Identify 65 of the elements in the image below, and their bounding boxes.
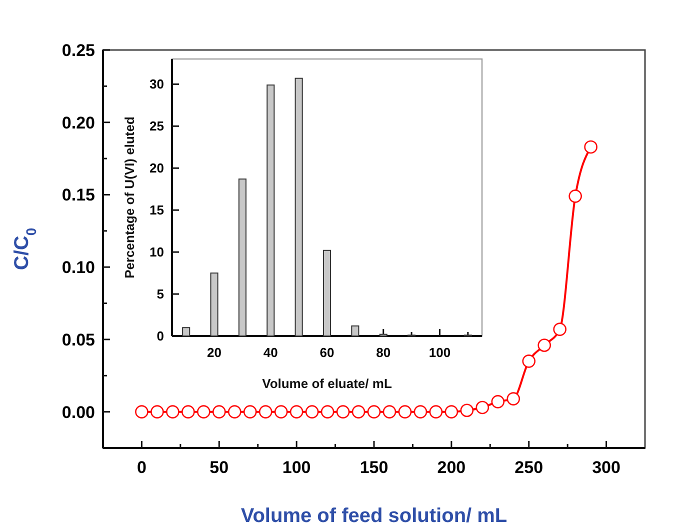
bar (266, 84, 275, 336)
y-tick-label: 0.05 (62, 330, 95, 350)
point (320, 405, 334, 418)
x-tick-label: 150 (360, 458, 388, 477)
bar (210, 272, 218, 336)
point (367, 405, 381, 418)
point (274, 405, 288, 418)
y-tick-label: 25 (150, 118, 164, 134)
x-tick-label: 20 (207, 345, 222, 360)
point (398, 405, 412, 418)
point (258, 405, 272, 418)
x-tick-label: 200 (437, 458, 466, 477)
y-tick-label: 20 (150, 160, 164, 176)
bar (322, 250, 332, 336)
x-tick-label: 100 (428, 345, 451, 360)
point (568, 190, 582, 203)
point (305, 405, 319, 418)
point (135, 405, 148, 418)
x-axis-title: Volume of feed solution/ mL (240, 505, 508, 527)
x-tick-label: 300 (592, 458, 620, 477)
point (460, 404, 474, 418)
point (182, 405, 195, 418)
y-tick-label: 0 (156, 328, 164, 344)
point (553, 322, 566, 336)
point (382, 405, 396, 418)
y-tick-label: 30 (150, 76, 164, 92)
x-tick-label: 250 (514, 458, 544, 477)
bar (182, 327, 190, 336)
y-tick-label: 0.15 (62, 186, 95, 205)
bar (238, 178, 246, 336)
x-axis-title: Volume of eluate/ mL (262, 376, 392, 391)
x-tick-label: 80 (376, 345, 391, 360)
point (166, 405, 180, 418)
bar (294, 78, 303, 336)
y-tick-label: 10 (150, 244, 164, 260)
point (336, 405, 350, 418)
y-tick-label: 15 (150, 202, 164, 218)
point (584, 140, 598, 154)
y-tick-label: 0.00 (62, 402, 95, 422)
y-tick-label: 0.25 (62, 40, 95, 60)
point (197, 405, 210, 418)
x-tick-label: 60 (320, 345, 334, 360)
point (522, 354, 536, 368)
point (352, 405, 366, 418)
point (491, 395, 505, 408)
x-tick-label: 40 (263, 345, 278, 360)
point (414, 405, 428, 418)
bar (351, 325, 360, 336)
y-tick-label: 5 (156, 286, 164, 302)
point (538, 338, 551, 352)
point (228, 405, 242, 418)
point (506, 392, 520, 406)
point (212, 405, 226, 418)
point (476, 400, 490, 414)
point (150, 405, 164, 418)
y-tick-label: 0.20 (62, 113, 95, 132)
y-tick-label: 0.10 (62, 258, 95, 278)
x-tick-label: 0 (136, 458, 146, 477)
point (290, 405, 304, 418)
x-tick-label: 100 (282, 458, 311, 477)
point (243, 405, 257, 418)
x-tick-label: 50 (210, 458, 229, 477)
y-axis-title: Percentage of U(VI) eluted (122, 116, 137, 278)
point (444, 405, 458, 418)
point (429, 405, 443, 418)
